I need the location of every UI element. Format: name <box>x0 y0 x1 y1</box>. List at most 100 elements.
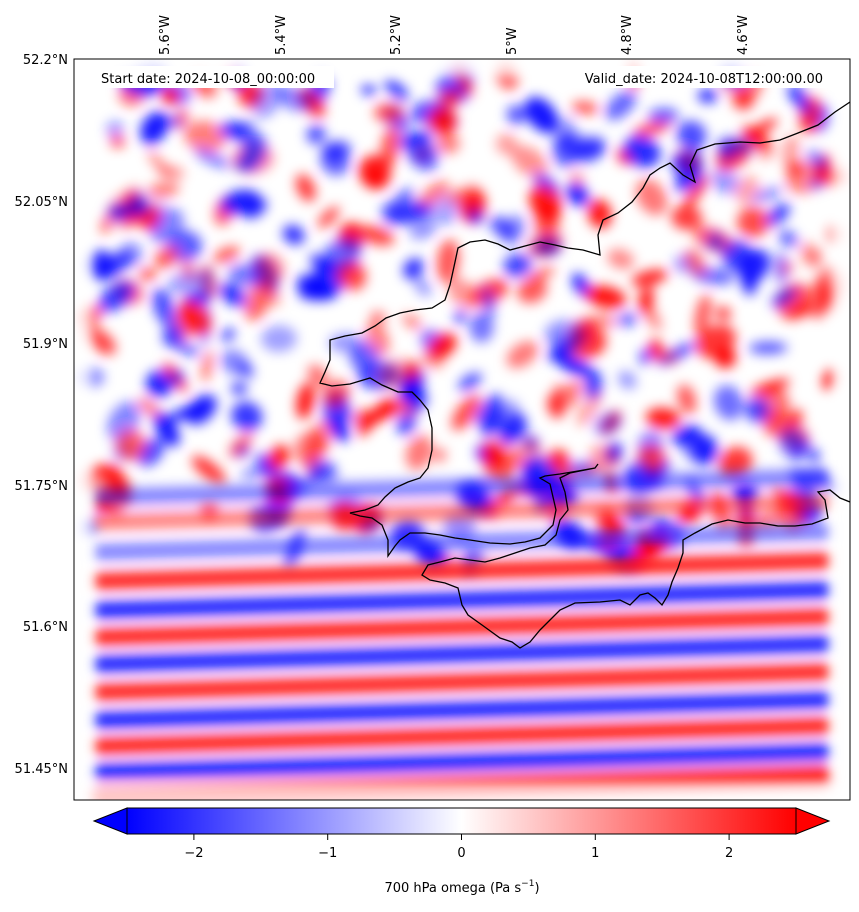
start-date-label: Start date: 2024-10-08_00:00:00 <box>101 72 315 87</box>
omega-cell <box>184 120 227 153</box>
omega-cell <box>145 375 171 397</box>
omega-cell <box>293 431 326 465</box>
omega-cell <box>780 261 795 275</box>
omega-cell <box>617 312 638 327</box>
omega-cell <box>671 205 703 230</box>
omega-cell <box>578 140 606 159</box>
omega-cell <box>239 134 267 172</box>
omega-cell <box>255 252 285 285</box>
omega-cell <box>714 346 736 369</box>
omega-cell <box>110 135 125 148</box>
omega-cell <box>482 407 507 439</box>
omega-cell <box>129 194 151 217</box>
omega-cell <box>296 382 315 420</box>
omega-cell <box>722 240 754 272</box>
omega-cell <box>171 369 184 385</box>
omega-cell <box>339 222 360 238</box>
omega-cell <box>752 187 782 202</box>
omega-cell <box>256 453 279 480</box>
valid-date-box <box>562 66 830 88</box>
lon-label-5-4w: 5.4°W <box>274 15 289 55</box>
omega-wave-band <box>92 635 832 673</box>
omega-cell <box>748 341 788 354</box>
omega-cell <box>787 86 812 115</box>
lon-label-4-6w: 4.6°W <box>736 15 751 55</box>
omega-cell <box>494 491 514 506</box>
omega-cell <box>566 183 590 207</box>
omega-cell <box>435 133 460 154</box>
omega-cell <box>153 412 180 447</box>
omega-cell <box>495 133 518 156</box>
omega-cell <box>154 246 179 269</box>
omega-cell <box>380 126 400 169</box>
omega-cell <box>639 348 651 365</box>
omega-cell <box>409 220 437 240</box>
colorbar-label: 700 hPa omega (Pa s−1) <box>384 879 539 896</box>
omega-cell <box>357 225 395 246</box>
omega-cell <box>511 145 548 178</box>
omega-cell <box>191 455 226 485</box>
omega-cell <box>321 140 352 160</box>
omega-cell <box>683 175 708 210</box>
omega-cell <box>677 384 697 415</box>
lat-label-51-75n: 51.75°N <box>15 479 68 494</box>
valid-date-label: Valid_date: 2024-10-08T12:00:00.00 <box>585 72 823 87</box>
omega-cell <box>98 281 135 313</box>
lat-label-52-05n: 52.05°N <box>15 195 68 210</box>
omega-cell <box>220 349 249 376</box>
omega-wave-band <box>92 468 832 506</box>
omega-wave-band <box>92 691 832 729</box>
omega-wave-band <box>92 608 832 646</box>
lon-label-5-2w: 5.2°W <box>389 15 404 55</box>
omega-cell <box>808 449 820 463</box>
omega-cell <box>661 348 678 366</box>
omega-cell <box>448 278 479 310</box>
omega-cell <box>745 397 770 423</box>
omega-cell <box>413 277 432 297</box>
omega-cell <box>503 253 532 278</box>
omega-cell <box>458 372 482 391</box>
omega-cell <box>373 103 404 123</box>
omega-cell <box>806 249 823 268</box>
start-date-box <box>94 66 334 88</box>
omega-cell <box>391 188 414 211</box>
omega-cell <box>298 285 333 301</box>
lon-label-4-8w: 4.8°W <box>620 15 635 55</box>
omega-cell <box>321 380 350 408</box>
omega-cell <box>718 136 754 154</box>
omega-cell <box>623 135 661 168</box>
omega-cell <box>264 284 281 307</box>
omega-cell <box>433 448 446 462</box>
omega-cell <box>405 435 433 470</box>
lon-label-5-6w: 5.6°W <box>158 15 173 55</box>
omega-cell <box>201 350 213 383</box>
omega-cell <box>147 149 170 177</box>
omega-cell <box>618 370 637 390</box>
omega-cell <box>404 133 439 171</box>
omega-cell <box>501 399 521 417</box>
omega-cell <box>220 121 247 139</box>
omega-cell <box>213 246 240 263</box>
omega-cell <box>140 111 169 145</box>
lon-label-5w: 5°W <box>505 27 520 55</box>
omega-cell <box>645 407 681 429</box>
omega-cell <box>605 90 637 121</box>
omega-cell <box>782 134 800 171</box>
omega-cell <box>221 328 235 342</box>
map-frame <box>73 58 851 801</box>
omega-cell <box>750 378 791 396</box>
omega-cell <box>454 310 466 324</box>
omega-cell <box>260 325 297 353</box>
colorbar-tick-label: 0 <box>457 846 465 861</box>
omega-wave-band <box>92 717 832 755</box>
omega-cell <box>552 333 577 363</box>
omega-cell <box>778 230 798 247</box>
omega-cell <box>185 394 217 425</box>
omega-cell <box>322 237 362 271</box>
omega-cell <box>792 302 816 317</box>
omega-cell <box>649 338 664 361</box>
omega-cell <box>498 413 527 444</box>
omega-cell <box>676 120 707 150</box>
colorbar-extend-max <box>795 807 831 835</box>
